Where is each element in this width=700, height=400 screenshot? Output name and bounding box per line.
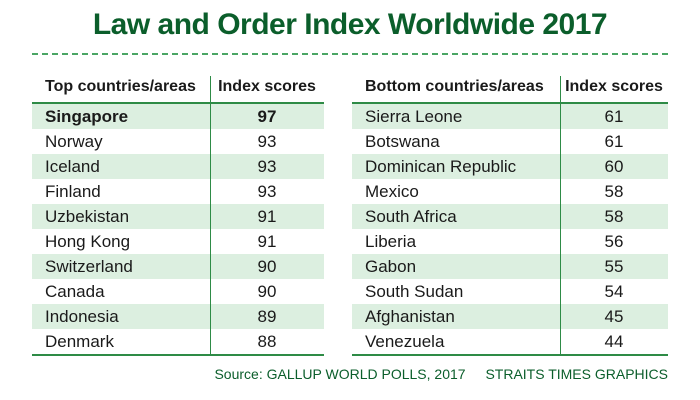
header-countries: Bottom countries/areas: [365, 78, 544, 95]
country-name: Mexico: [365, 181, 419, 201]
index-score: 93: [257, 181, 277, 201]
country-name: Singapore: [45, 106, 129, 126]
index-score: 93: [257, 156, 277, 176]
country-name: South Sudan: [365, 281, 464, 301]
index-score: 89: [257, 306, 277, 326]
country-name: Finland: [45, 181, 101, 201]
title-divider: [32, 53, 668, 55]
header-countries: Top countries/areas: [45, 78, 196, 95]
index-score: 90: [257, 281, 277, 301]
index-score: 54: [604, 281, 624, 301]
top-countries-table: Top countries/areas Index scores Singapo…: [32, 72, 324, 356]
table-row: Canada 90: [32, 279, 324, 304]
table-row: Norway 93: [32, 129, 324, 154]
table-row: Mexico 58: [352, 179, 668, 204]
index-score: 97: [257, 106, 277, 126]
index-score: 61: [604, 106, 624, 126]
header-scores: Index scores: [565, 78, 663, 95]
index-score: 91: [257, 206, 277, 226]
country-name: Denmark: [45, 331, 114, 351]
country-name: Botswana: [365, 131, 440, 151]
table-row: Liberia 56: [352, 229, 668, 254]
country-name: Switzerland: [45, 256, 133, 276]
table-body: Singapore 97 Norway 93 Iceland 93 Finland 93 Uzb…: [32, 104, 324, 354]
country-name: Gabon: [365, 256, 417, 276]
table-header: Bottom countries/areas Index scores: [352, 72, 668, 104]
table-row: South Africa 58: [352, 204, 668, 229]
column-divider: [560, 76, 561, 354]
table-row: Switzerland 90: [32, 254, 324, 279]
index-score: 91: [257, 231, 277, 251]
table-header: Top countries/areas Index scores: [32, 72, 324, 104]
table-row: Denmark 88: [32, 329, 324, 354]
country-name: Indonesia: [45, 306, 119, 326]
column-divider: [210, 76, 211, 354]
table-row: Indonesia 89: [32, 304, 324, 329]
country-name: Canada: [45, 281, 105, 301]
table-row: Uzbekistan 91: [32, 204, 324, 229]
country-name: Venezuela: [365, 331, 445, 351]
table-row: Afghanistan 45: [352, 304, 668, 329]
table-row: Venezuela 44: [352, 329, 668, 354]
table-row: South Sudan 54: [352, 279, 668, 304]
index-score: 55: [604, 256, 624, 276]
country-name: South Africa: [365, 206, 457, 226]
table-row: Iceland 93: [32, 154, 324, 179]
country-name: Norway: [45, 131, 103, 151]
index-score: 88: [257, 331, 277, 351]
index-score: 58: [604, 181, 624, 201]
country-name: Uzbekistan: [45, 206, 130, 226]
table-body: Sierra Leone 61 Botswana 61 Dominican Republ…: [352, 104, 668, 354]
table-row: Gabon 55: [352, 254, 668, 279]
table-row: Dominican Republic 60: [352, 154, 668, 179]
country-name: Dominican Republic: [365, 156, 517, 176]
index-score: 61: [604, 131, 624, 151]
table-row: Botswana 61: [352, 129, 668, 154]
country-name: Liberia: [365, 231, 417, 251]
index-score: 44: [604, 331, 624, 351]
table-row: Hong Kong 91: [32, 229, 324, 254]
table-row: Finland 93: [32, 179, 324, 204]
table-row: Singapore 97: [32, 104, 324, 129]
chart-title: Law and Order Index Worldwide 2017: [92, 8, 608, 41]
index-score: 45: [604, 306, 624, 326]
table-bottom-rule: [32, 354, 324, 356]
country-name: Iceland: [45, 156, 100, 176]
country-name: Sierra Leone: [365, 106, 463, 126]
index-score: 60: [604, 156, 624, 176]
table-row: Sierra Leone 61: [352, 104, 668, 129]
index-score: 58: [604, 206, 624, 226]
table-bottom-rule: [352, 354, 668, 356]
country-name: Afghanistan: [365, 306, 455, 326]
index-score: 90: [257, 256, 277, 276]
source-text: Source: GALLUP WORLD POLLS, 2017: [214, 366, 466, 382]
country-name: Hong Kong: [45, 231, 131, 251]
header-scores: Index scores: [218, 78, 316, 95]
index-score: 56: [604, 231, 624, 251]
source-note: Source: GALLUP WORLD POLLS, 2017 STRAITS…: [214, 366, 668, 382]
bottom-countries-table: Bottom countries/areas Index scores Sier…: [352, 72, 668, 356]
index-score: 93: [257, 131, 277, 151]
credit-text: STRAITS TIMES GRAPHICS: [485, 366, 668, 382]
